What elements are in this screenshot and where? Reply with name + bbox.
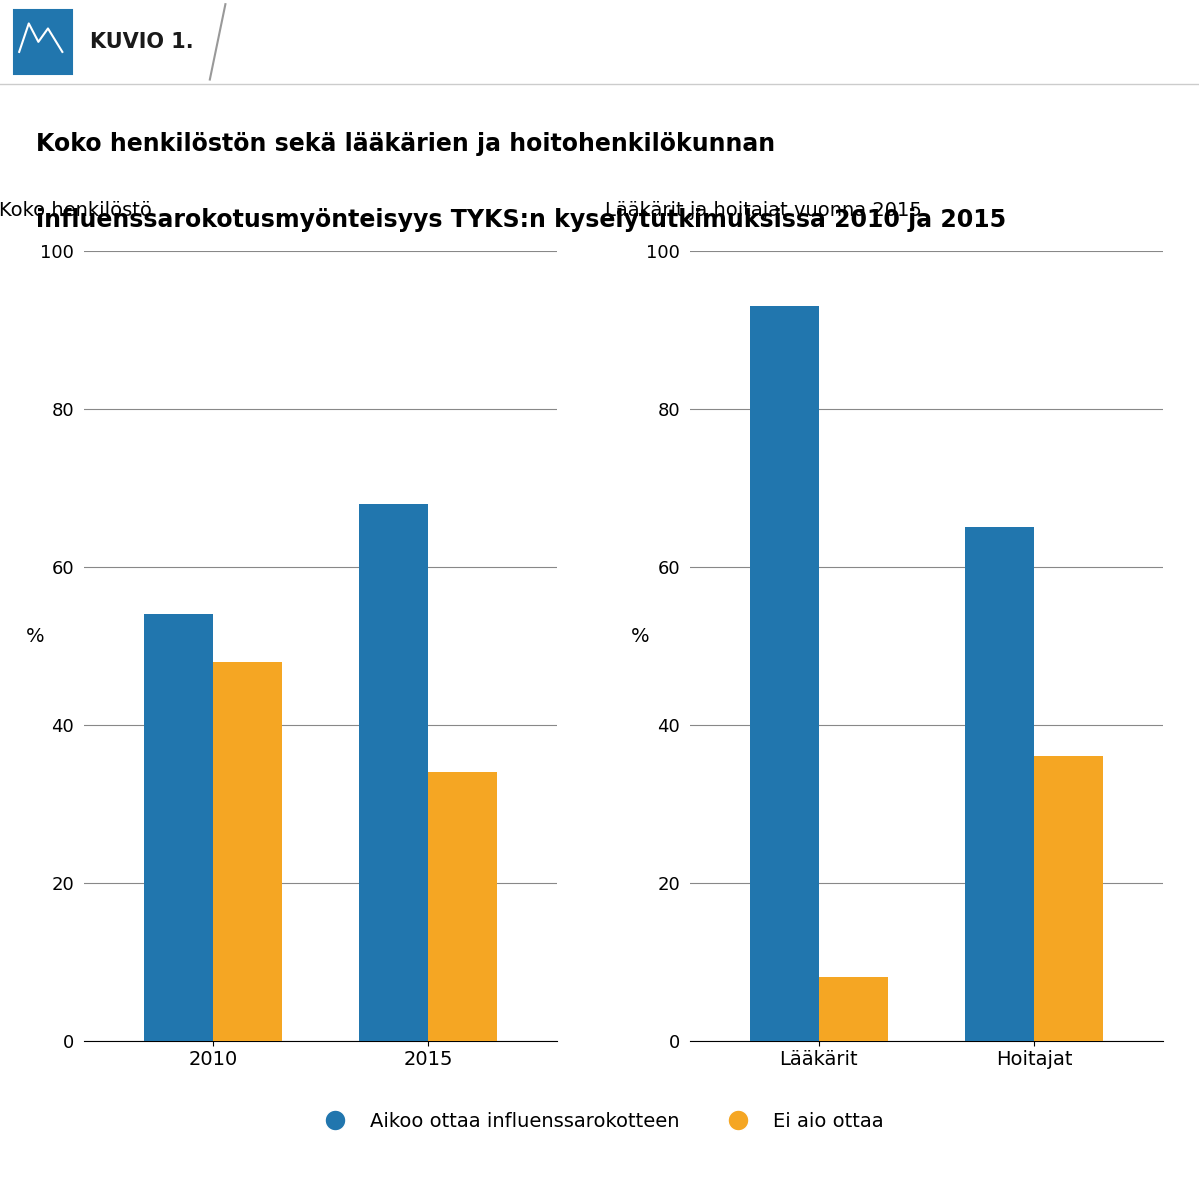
Y-axis label: %: %: [632, 627, 650, 646]
Bar: [819, 977, 887, 1041]
Bar: [1034, 756, 1103, 1041]
FancyBboxPatch shape: [14, 10, 72, 74]
Bar: [213, 661, 282, 1041]
Legend: Aikoo ottaa influenssarokotteen, Ei aio ottaa: Aikoo ottaa influenssarokotteen, Ei aio …: [308, 1104, 891, 1139]
Text: influenssarokotusmyönteisyys TYKS:n kyselytutkimuksissa 2010 ja 2015: influenssarokotusmyönteisyys TYKS:n kyse…: [36, 208, 1006, 232]
Text: Lääkärit ja hoitajat vuonna 2015: Lääkärit ja hoitajat vuonna 2015: [604, 201, 921, 220]
Text: Koko henkilöstön sekä lääkärien ja hoitohenkilökunnan: Koko henkilöstön sekä lääkärien ja hoito…: [36, 132, 775, 155]
Y-axis label: %: %: [25, 627, 44, 646]
Text: Koko henkilöstö: Koko henkilöstö: [0, 201, 151, 220]
Bar: [751, 306, 819, 1041]
Text: KUVIO 1.: KUVIO 1.: [90, 32, 193, 51]
Bar: [965, 527, 1034, 1041]
Bar: [360, 504, 428, 1041]
Bar: [428, 773, 496, 1041]
Bar: [144, 615, 213, 1041]
